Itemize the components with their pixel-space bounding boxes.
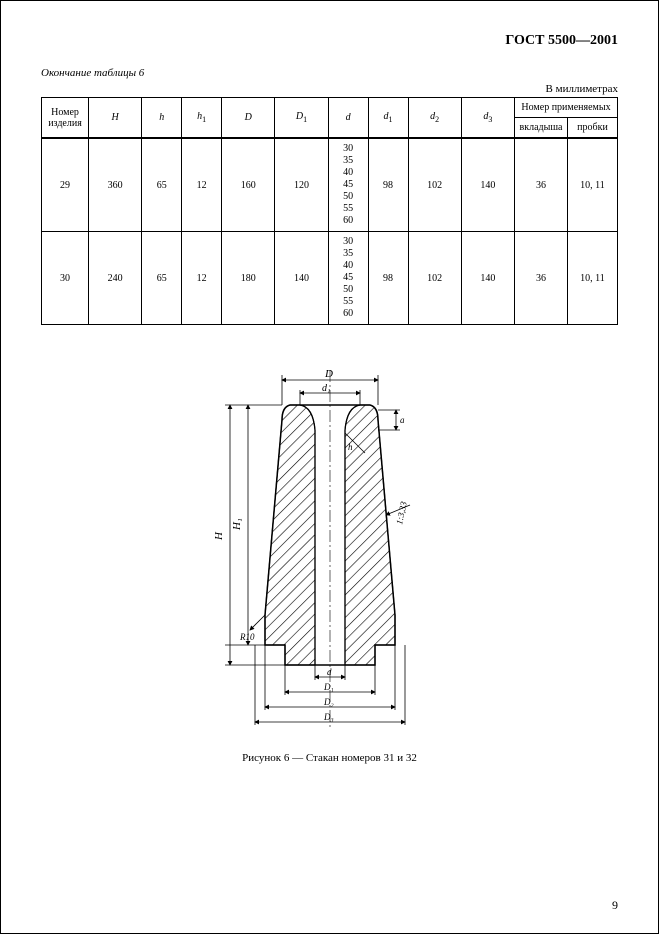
dim-d-bot: d xyxy=(327,667,332,677)
cell: 30 35 40 45 50 55 60 xyxy=(328,138,368,232)
cell: 240 xyxy=(89,232,142,325)
cell: 180 xyxy=(222,232,275,325)
dim-D: D xyxy=(324,368,333,380)
cell: 120 xyxy=(275,138,328,232)
cell: 98 xyxy=(368,138,408,232)
col-h: h xyxy=(142,98,182,139)
col-num: Номер изделия xyxy=(42,98,89,139)
col-probki: пробки xyxy=(568,118,618,139)
technical-drawing: D d₁ H H₁ R10 1:3,33 a xyxy=(200,355,460,735)
col-D: D xyxy=(222,98,275,139)
table-row: 30 240 65 12 180 140 30 35 40 45 50 55 6… xyxy=(42,232,618,325)
data-table: Номер изделия H h h1 D D1 d d1 d2 d3 Ном… xyxy=(41,97,618,325)
dim-R10: R10 xyxy=(239,632,255,642)
col-h1: h1 xyxy=(182,98,222,139)
units-label: В миллиметрах xyxy=(41,83,618,95)
cell: 160 xyxy=(222,138,275,232)
cell: 140 xyxy=(461,138,514,232)
cell: 12 xyxy=(182,232,222,325)
cell: 10, 11 xyxy=(568,138,618,232)
cell: 36 xyxy=(515,138,568,232)
cell: 10, 11 xyxy=(568,232,618,325)
dim-d1-top: d₁ xyxy=(322,383,330,394)
table-row: 29 360 65 12 160 120 30 35 40 45 50 55 6… xyxy=(42,138,618,232)
cell: 102 xyxy=(408,232,461,325)
col-d: d xyxy=(328,98,368,139)
cell: 29 xyxy=(42,138,89,232)
dim-D2-bot: D₂ xyxy=(323,697,334,707)
figure-caption: Рисунок 6 — Стакан номеров 31 и 32 xyxy=(41,752,618,764)
figure: D d₁ H H₁ R10 1:3,33 a xyxy=(41,355,618,764)
col-group: Номер применяемых xyxy=(515,98,618,118)
page-number: 9 xyxy=(612,898,618,913)
cell: 102 xyxy=(408,138,461,232)
dim-a: a xyxy=(400,415,405,425)
cell: 36 xyxy=(515,232,568,325)
dim-D3-bot: D₃ xyxy=(323,712,334,722)
dim-H: H xyxy=(213,531,225,541)
cell: 360 xyxy=(89,138,142,232)
col-d2: d2 xyxy=(408,98,461,139)
cell: 12 xyxy=(182,138,222,232)
cell: 140 xyxy=(275,232,328,325)
col-d3: d3 xyxy=(461,98,514,139)
col-H: H xyxy=(89,98,142,139)
cell: 30 xyxy=(42,232,89,325)
cell: 30 35 40 45 50 55 60 xyxy=(328,232,368,325)
cell: 65 xyxy=(142,138,182,232)
dim-H1: H₁ xyxy=(231,518,243,531)
cell: 65 xyxy=(142,232,182,325)
dim-D1-bot: D₁ xyxy=(323,682,334,692)
table-caption: Окончание таблицы 6 xyxy=(41,67,618,79)
col-vkladysha: вкладыша xyxy=(515,118,568,139)
col-D1: D1 xyxy=(275,98,328,139)
dim-h-small: h xyxy=(348,442,353,452)
col-d1: d1 xyxy=(368,98,408,139)
cell: 140 xyxy=(461,232,514,325)
document-header: ГОСТ 5500—2001 xyxy=(41,33,618,49)
dim-taper: 1:3,33 xyxy=(394,500,409,525)
cell: 98 xyxy=(368,232,408,325)
